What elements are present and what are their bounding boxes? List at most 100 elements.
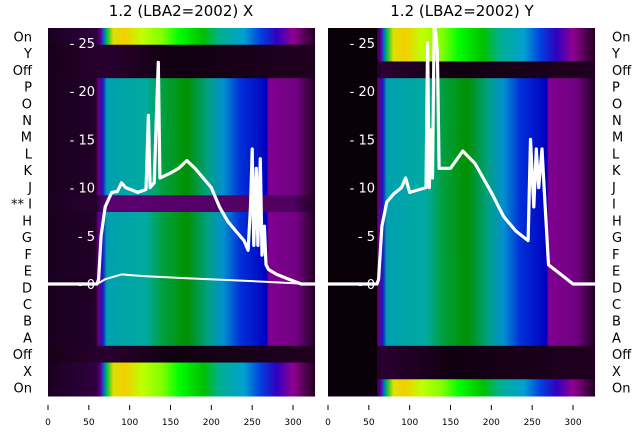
panel-y: - 0- 5- 10- 15- 20- 250 50 100 150 200 250 300: [325, 28, 596, 428]
row-label-right: L: [612, 147, 620, 162]
row-label-left: On: [14, 382, 32, 397]
heatmap-row: [48, 28, 316, 46]
y-tick-label: - 15: [350, 133, 375, 148]
x-tick-label: 100: [121, 418, 138, 428]
y-tick-label: - 5: [358, 230, 375, 245]
heatmap-row: [328, 94, 596, 113]
panel-title-x: 1.2 (LBA2=2002) X: [109, 2, 254, 20]
heatmap-row: [328, 111, 596, 129]
y-tick-label: - 20: [70, 85, 95, 100]
x-tick-label: 200: [483, 418, 500, 428]
heatmap-row: [328, 379, 596, 397]
heatmap-row: [48, 61, 316, 79]
x-tick-label: 200: [203, 418, 220, 428]
row-label-left: F: [25, 248, 32, 263]
heatmap-row: [48, 161, 316, 180]
row-label-left: On: [14, 30, 32, 45]
heatmap-row: [48, 312, 316, 330]
row-label-left: N: [22, 114, 32, 129]
series-line-main: [328, 28, 595, 286]
row-label-left: D: [22, 281, 32, 296]
panel-title-y: 1.2 (LBA2=2002) Y: [390, 2, 534, 20]
series-line-main: [48, 60, 316, 286]
heatmap-row: [48, 329, 316, 347]
heatmap-row: [48, 345, 316, 364]
row-label-right: M: [612, 131, 623, 146]
row-label-left: M: [21, 131, 32, 146]
row-label-right: P: [612, 81, 620, 96]
x-tick-label: 100: [401, 418, 418, 428]
panel-x: - 0- 5- 10- 15- 20- 250 50 100 150 200 250 300: [45, 28, 316, 428]
row-label-right: Off: [612, 348, 632, 363]
heatmap-row: [328, 262, 596, 280]
row-label-left: ** I: [11, 198, 32, 213]
row-label-right: N: [612, 114, 622, 129]
row-label-right: Y: [611, 47, 620, 62]
heatmap-row: [328, 128, 596, 146]
row-label-right: C: [612, 298, 621, 313]
heatmap-row: [48, 128, 316, 146]
heatmap-row: [48, 78, 316, 96]
heatmap-dark-region: [328, 28, 377, 396]
row-label-left: E: [24, 265, 32, 280]
heatmap-row: [328, 28, 596, 46]
x-tick-label: 300: [564, 418, 581, 428]
row-label-left: H: [22, 214, 32, 229]
row-label-right: F: [612, 248, 619, 263]
row-label-right: J: [611, 181, 616, 196]
y-tick-label: - 5: [78, 230, 95, 245]
x-tick-label: 50: [363, 418, 375, 428]
heatmap-row: [48, 362, 316, 380]
x-tick-label: 0: [45, 418, 51, 428]
heatmap-row: [328, 44, 596, 62]
heatmap-row: [328, 78, 596, 96]
row-label-right: On: [612, 382, 630, 397]
y-tick-label: - 25: [70, 37, 95, 52]
series-line-low: [48, 273, 316, 285]
row-label-right: O: [612, 97, 622, 112]
row-label-right: On: [612, 30, 630, 45]
heatmap-row: [48, 295, 316, 313]
heatmap-row: [48, 44, 316, 62]
heatmap-row: [328, 345, 596, 364]
x-tick-label: 300: [284, 418, 301, 428]
row-label-left: L: [25, 147, 33, 162]
row-label-right: D: [612, 281, 622, 296]
heatmap-row: [48, 262, 316, 280]
row-label-left: A: [23, 331, 32, 346]
row-label-left: K: [23, 164, 32, 179]
row-label-left: C: [23, 298, 32, 313]
y-tick-label: - 10: [350, 182, 375, 197]
row-label-left: Y: [23, 47, 32, 62]
row-label-right: K: [612, 164, 621, 179]
y-tick-label: - 15: [70, 133, 95, 148]
row-label-right: E: [612, 265, 620, 280]
row-label-left: J: [27, 181, 32, 196]
x-tick-label: 150: [442, 418, 459, 428]
row-label-left: P: [24, 81, 32, 96]
row-label-left: X: [23, 365, 32, 380]
row-label-right: X: [612, 365, 621, 380]
row-label-right: G: [612, 231, 622, 246]
heatmap-row: [328, 245, 596, 263]
row-label-left: O: [22, 97, 32, 112]
row-label-left: G: [22, 231, 32, 246]
row-label-right: I: [612, 198, 616, 213]
y-tick-label: - 25: [350, 37, 375, 52]
row-label-left: Off: [13, 64, 33, 79]
heatmap-row: [328, 312, 596, 330]
heatmap-row: [48, 212, 316, 230]
x-tick-label: 250: [244, 418, 261, 428]
heatmap-row: [328, 295, 596, 313]
heatmap-row: [328, 329, 596, 347]
heatmap-row: [48, 245, 316, 263]
heatmap-row: [328, 362, 596, 380]
heatmap-row: [48, 145, 316, 163]
heatmap-row: [48, 195, 316, 213]
row-label-right: A: [612, 331, 621, 346]
x-tick-label: 250: [524, 418, 541, 428]
y-tick-label: - 20: [350, 85, 375, 100]
heatmap-row: [328, 278, 596, 297]
row-label-right: H: [612, 214, 622, 229]
